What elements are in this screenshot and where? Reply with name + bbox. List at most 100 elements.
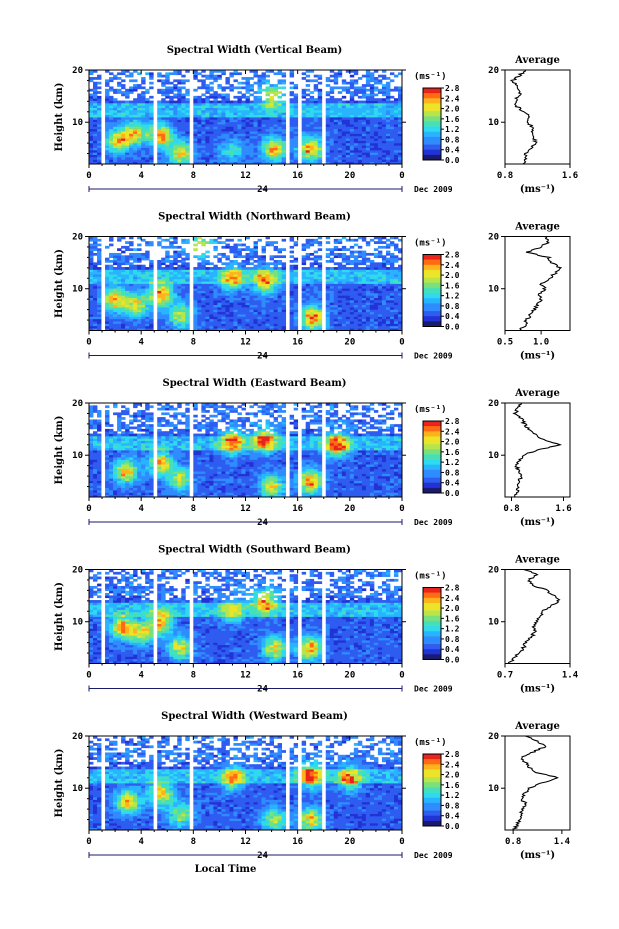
- heatmap-cell: [381, 154, 387, 158]
- heatmap-cell: [265, 161, 270, 165]
- heatmap-cell: [185, 124, 190, 127]
- heatmap-cell: [133, 126, 138, 130]
- heatmap-cell: [213, 271, 218, 275]
- heatmap-cell: [361, 252, 367, 256]
- heatmap-cell: [141, 307, 146, 310]
- heatmap-cell: [357, 105, 363, 108]
- heatmap-cell: [333, 295, 339, 298]
- heatmap-cell: [177, 105, 182, 108]
- heatmap-cell: [333, 147, 339, 151]
- heatmap-cell: [185, 156, 190, 160]
- heatmap-cell: [205, 262, 210, 266]
- heatmap-cell: [225, 128, 230, 132]
- heatmap-cell: [281, 318, 287, 322]
- heatmap-cell: [121, 131, 126, 134]
- heatmap-cell: [381, 93, 387, 97]
- heatmap-cell: [185, 119, 190, 123]
- heatmap-cell: [229, 321, 234, 324]
- heatmap-cell: [361, 271, 367, 275]
- heatmap-cell: [105, 260, 110, 263]
- heatmap-cell: [113, 288, 118, 291]
- heatmap-cell: [349, 252, 355, 256]
- heatmap-cell: [373, 70, 379, 73]
- heatmap-cell: [193, 276, 198, 280]
- heatmap-cell: [201, 269, 206, 273]
- heatmap-cell: [145, 72, 150, 76]
- heatmap-cell: [369, 121, 375, 125]
- heatmap-cell: [377, 156, 383, 160]
- heatmap-cell: [221, 131, 226, 134]
- heatmap-cell: [117, 260, 122, 263]
- heatmap-cell: [325, 285, 331, 289]
- heatmap-cell: [309, 307, 315, 310]
- heatmap-cell: [369, 128, 375, 132]
- heatmap-cell: [333, 299, 339, 303]
- heatmap-cell: [353, 105, 359, 108]
- heatmap-cell: [149, 292, 154, 296]
- heatmap-cell: [93, 262, 98, 266]
- heatmap-cell: [197, 262, 202, 266]
- heatmap-cell: [133, 152, 138, 155]
- heatmap-cell: [161, 107, 166, 111]
- heatmap-cell: [205, 91, 210, 94]
- heatmap-cell: [137, 255, 142, 259]
- heatmap-cell: [217, 135, 222, 139]
- heatmap-cell: [349, 316, 355, 320]
- heatmap-cell: [129, 295, 134, 298]
- heatmap-cell: [121, 292, 126, 296]
- heatmap-cell: [273, 260, 278, 263]
- heatmap-cell: [249, 159, 254, 163]
- heatmap-cell: [305, 149, 311, 153]
- heatmap-cell: [381, 114, 387, 118]
- heatmap-cell: [185, 321, 190, 324]
- heatmap-cell: [293, 135, 299, 139]
- heatmap-cell: [149, 159, 154, 163]
- heatmap-cell: [273, 128, 278, 132]
- heatmap-cell: [221, 109, 226, 113]
- heatmap-cell: [385, 138, 391, 141]
- heatmap-cell: [177, 112, 182, 116]
- heatmap-cell: [157, 311, 162, 315]
- heatmap-cell: [89, 140, 94, 144]
- heatmap-cell: [377, 91, 383, 94]
- heatmap-cell: [221, 126, 226, 130]
- heatmap-cell: [229, 112, 234, 116]
- heatmap-cell: [93, 288, 98, 291]
- heatmap-cell: [125, 156, 130, 160]
- heatmap-cell: [161, 154, 166, 158]
- heatmap-cell: [281, 238, 287, 242]
- heatmap-cell: [373, 100, 379, 104]
- heatmap-cell: [113, 88, 118, 92]
- heatmap-cell: [273, 297, 278, 301]
- heatmap-cell: [173, 140, 178, 144]
- heatmap-cell: [245, 297, 250, 301]
- heatmap-cell: [89, 133, 94, 137]
- heatmap-cell: [225, 311, 230, 315]
- heatmap-cell: [329, 79, 335, 83]
- heatmap-cell: [309, 276, 315, 280]
- heatmap-cell: [293, 142, 299, 146]
- heatmap-cell: [205, 325, 210, 329]
- heatmap-cell: [149, 145, 154, 148]
- heatmap-cell: [173, 70, 178, 73]
- heatmap-cell: [117, 307, 122, 310]
- profile-line: [509, 69, 538, 165]
- heatmap-cell: [349, 323, 355, 327]
- heatmap-cell: [177, 126, 182, 130]
- heatmap-cell: [345, 159, 351, 163]
- heatmap-cell: [345, 276, 351, 280]
- heatmap-cell: [173, 149, 178, 153]
- heatmap-cell: [313, 325, 319, 329]
- heatmap-cell: [245, 117, 250, 120]
- heatmap-cell: [205, 88, 210, 92]
- heatmap-cell: [281, 133, 287, 137]
- heatmap-cell: [361, 250, 367, 254]
- heatmap-cell: [133, 154, 138, 158]
- heatmap-cell: [137, 131, 142, 134]
- heatmap-cell: [241, 248, 246, 251]
- heatmap-cell: [89, 314, 94, 317]
- heatmap-cell: [137, 84, 142, 87]
- heatmap-cell: [337, 241, 343, 244]
- heatmap-cell: [253, 245, 258, 249]
- heatmap-cell: [125, 285, 130, 289]
